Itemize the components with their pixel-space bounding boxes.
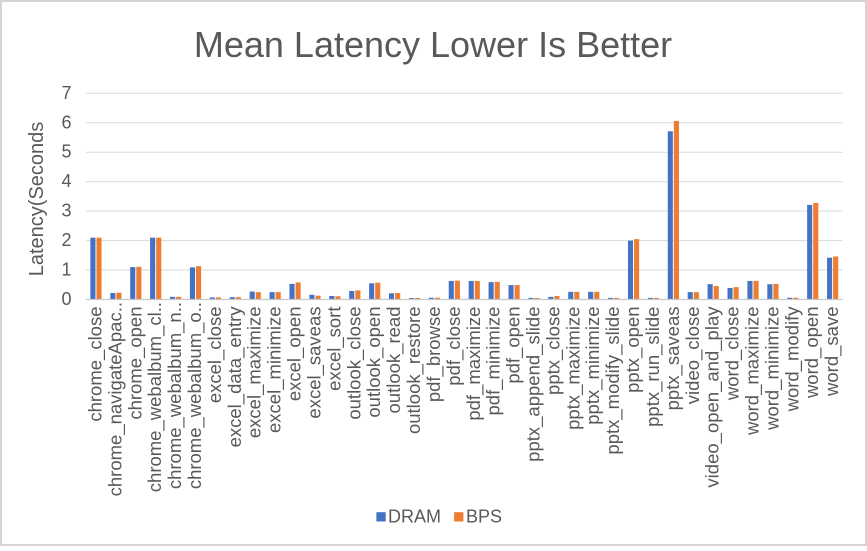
svg-text:video_open_and_play: video_open_and_play xyxy=(702,306,724,488)
svg-text:outlook_restore: outlook_restore xyxy=(403,307,425,435)
svg-text:word_maximize: word_maximize xyxy=(742,307,764,437)
svg-text:pptx_append_slide: pptx_append_slide xyxy=(522,307,544,462)
svg-text:chrome_open: chrome_open xyxy=(124,307,146,420)
svg-text:word_modify: word_modify xyxy=(781,306,803,413)
svg-text:pdf_close: pdf_close xyxy=(443,306,465,385)
svg-text:excel_close: excel_close xyxy=(204,307,226,404)
svg-text:excel_maximize: excel_maximize xyxy=(244,307,266,439)
svg-text:word_minimize: word_minimize xyxy=(761,307,783,431)
svg-text:chrome_close: chrome_close xyxy=(84,307,106,422)
svg-text:Latency(Seconds: Latency(Seconds xyxy=(26,122,48,277)
svg-text:excel_sort: excel_sort xyxy=(323,307,345,391)
svg-text:excel_data_entry: excel_data_entry xyxy=(224,306,246,448)
svg-text:pdf_maximize: pdf_maximize xyxy=(463,307,485,421)
svg-text:chrome_webalbum_n..: chrome_webalbum_n.. xyxy=(164,302,186,489)
svg-text:outlook_read: outlook_read xyxy=(383,307,405,414)
svg-text:pptx_run_slide: pptx_run_slide xyxy=(642,307,664,427)
svg-text:pptx_maximize: pptx_maximize xyxy=(562,307,584,430)
svg-text:3: 3 xyxy=(61,201,71,221)
svg-text:5: 5 xyxy=(61,142,71,162)
svg-text:pptx_modify_slide: pptx_modify_slide xyxy=(602,307,624,455)
svg-text:pdf_browse: pdf_browse xyxy=(423,307,445,403)
svg-text:Mean Latency Lower Is Better: Mean Latency Lower Is Better xyxy=(194,24,672,65)
svg-text:chrome_webalbum_cl..: chrome_webalbum_cl.. xyxy=(144,302,166,492)
svg-text:excel_open: excel_open xyxy=(284,307,306,402)
svg-text:1: 1 xyxy=(61,260,71,280)
svg-text:pptx_close: pptx_close xyxy=(542,307,564,395)
svg-text:chrome_navigateApac..: chrome_navigateApac.. xyxy=(104,302,126,496)
svg-text:word_save: word_save xyxy=(821,307,843,397)
svg-text:pdf_open: pdf_open xyxy=(503,307,525,384)
svg-text:2: 2 xyxy=(61,230,71,250)
svg-text:chrome_webalbum_o..: chrome_webalbum_o.. xyxy=(184,302,206,489)
svg-text:pptx_open: pptx_open xyxy=(622,307,644,393)
svg-text:4: 4 xyxy=(61,171,71,191)
svg-text:video_close: video_close xyxy=(682,307,704,405)
svg-text:pptx_minimize: pptx_minimize xyxy=(582,307,604,425)
svg-text:outlook_close: outlook_close xyxy=(343,307,365,420)
svg-text:pdf_minimize: pdf_minimize xyxy=(483,307,505,416)
svg-text:outlook_open: outlook_open xyxy=(363,307,385,418)
svg-text:excel_minimize: excel_minimize xyxy=(264,307,286,433)
svg-text:DRAM: DRAM xyxy=(388,507,441,527)
svg-text:word_open: word_open xyxy=(801,307,823,400)
svg-text:BPS: BPS xyxy=(466,507,502,527)
svg-text:word_close: word_close xyxy=(722,307,744,402)
svg-text:excel_saveas: excel_saveas xyxy=(303,307,325,419)
svg-text:6: 6 xyxy=(61,112,71,132)
svg-text:pptx_saveas: pptx_saveas xyxy=(662,307,684,411)
svg-text:7: 7 xyxy=(61,83,71,103)
svg-text:0: 0 xyxy=(61,289,71,309)
